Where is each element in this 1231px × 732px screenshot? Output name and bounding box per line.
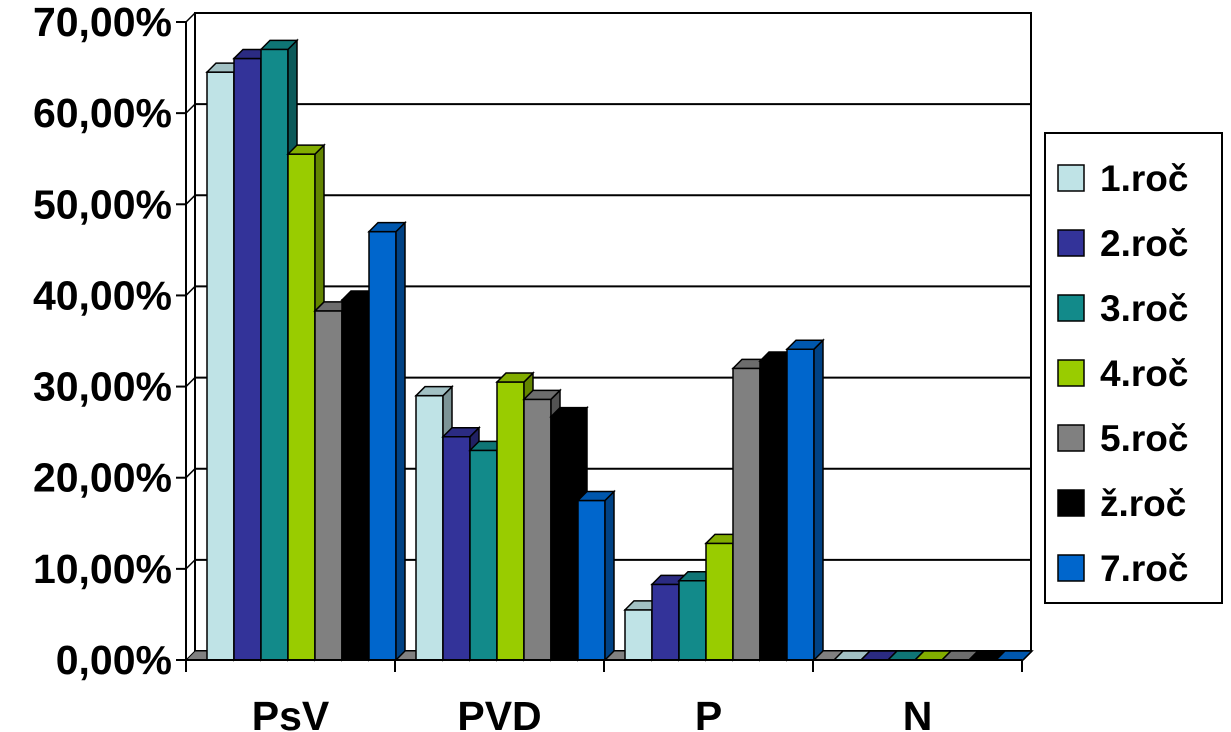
x-category-label: PVD [457, 693, 541, 732]
legend: 1.roč 2.roč 3.roč 4.roč 5.roč ž.roč 7.roč [1044, 132, 1223, 604]
legend-swatch [1057, 294, 1085, 322]
gridline-side [185, 559, 196, 570]
legend-item: 7.roč [1057, 548, 1188, 589]
gridline-side [185, 194, 196, 205]
legend-label: 3.roč [1100, 288, 1188, 329]
legend-swatch [1057, 424, 1085, 452]
bar [994, 650, 1034, 661]
x-category-label: P [695, 693, 722, 732]
x-category-label: PsV [252, 693, 330, 732]
legend-item: 5.roč [1057, 418, 1188, 459]
gridline-side [185, 468, 196, 479]
legend-label: 1.roč [1100, 158, 1188, 199]
gridline-side [185, 12, 196, 23]
y-tick-label: 20,00% [33, 455, 172, 501]
x-axis-category-labels: PsV PVD P N [252, 693, 933, 732]
legend-label: 2.roč [1100, 223, 1188, 264]
legend-swatch [1057, 229, 1085, 257]
legend-item: 1.roč [1057, 158, 1188, 199]
legend-swatch [1057, 489, 1085, 517]
legend-swatch [1057, 554, 1085, 582]
gridline-side [185, 285, 196, 296]
y-tick-label: 50,00% [33, 181, 172, 227]
y-tick-label: 10,00% [33, 546, 172, 592]
y-tick-label: 60,00% [33, 90, 172, 136]
legend-swatch [1057, 164, 1085, 192]
legend-label: ž.roč [1100, 483, 1186, 524]
legend-item: 4.roč [1057, 353, 1188, 394]
y-tick-label: 70,00% [33, 0, 172, 45]
bar [576, 489, 616, 662]
legend-item: 3.roč [1057, 288, 1188, 329]
y-tick-label: 30,00% [33, 364, 172, 410]
legend-item: ž.roč [1057, 483, 1186, 524]
legend-item: 2.roč [1057, 223, 1188, 264]
bar [785, 338, 825, 662]
legend-label: 7.roč [1100, 548, 1188, 589]
legend-label: 5.roč [1100, 418, 1188, 459]
y-axis-tick-labels: 0,00% 10,00% 20,00% 30,00% 40,00% 50,00% 60,00… [33, 0, 172, 683]
gridline-side [185, 377, 196, 388]
y-tick-label: 0,00% [56, 637, 172, 683]
legend-label: 4.roč [1100, 353, 1188, 394]
x-category-label: N [903, 693, 933, 732]
y-tick-label: 40,00% [33, 272, 172, 318]
gridline-side [185, 103, 196, 114]
bar [367, 220, 407, 662]
bars [205, 38, 1034, 662]
axes [176, 21, 1023, 672]
legend-swatch [1057, 359, 1085, 387]
